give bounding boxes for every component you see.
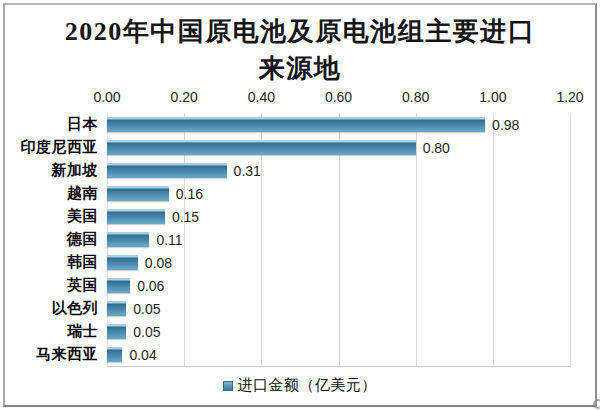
bar (107, 186, 169, 201)
bar-track: 0.31 (107, 163, 570, 178)
bar (107, 232, 149, 247)
bar (107, 324, 126, 339)
bar-track: 0.80 (107, 140, 570, 155)
bar-track: 0.11 (107, 232, 570, 247)
bar-track: 0.06 (107, 278, 570, 293)
x-axis-tick-label: 0.60 (317, 89, 361, 105)
bar-row: 马来西亚 0.04 (0, 343, 600, 366)
x-axis-tick-label: 1.00 (471, 89, 515, 105)
x-axis-tick-label: 0.20 (162, 89, 206, 105)
bar-value-label: 0.80 (423, 140, 450, 156)
bar-row: 德国 0.11 (0, 228, 600, 251)
bar (107, 163, 227, 178)
bar-track: 0.08 (107, 255, 570, 270)
bar-row: 美国 0.15 (0, 205, 600, 228)
category-label: 印度尼西亚 (0, 138, 107, 157)
bar-value-label: 0.05 (133, 324, 160, 340)
chart-title-line2: 来源地 (0, 50, 600, 87)
bar-row: 印度尼西亚 0.80 (0, 136, 600, 159)
bar-track: 0.05 (107, 301, 570, 316)
bar-value-label: 0.16 (176, 186, 203, 202)
bar (107, 209, 165, 224)
x-axis-tick-label: 0.80 (394, 89, 438, 105)
bar-value-label: 0.08 (145, 255, 172, 271)
category-label: 日本 (0, 115, 107, 134)
bar-row: 越南 0.16 (0, 182, 600, 205)
bar (107, 278, 130, 293)
legend: 进口金额（亿美元） (0, 376, 600, 395)
category-label: 瑞士 (0, 322, 107, 341)
bar-track: 0.05 (107, 324, 570, 339)
bar-row: 新加坡 0.31 (0, 159, 600, 182)
bar (107, 117, 485, 132)
bar-track: 0.04 (107, 347, 570, 362)
bar-row: 瑞士 0.05 (0, 320, 600, 343)
category-label: 韩国 (0, 253, 107, 272)
bar-value-label: 0.11 (156, 232, 182, 248)
bar-row: 韩国 0.08 (0, 251, 600, 274)
chart-image: 2020年中国原电池及原电池组主要进口 来源地 0.00 0.20 0.40 0.60… (0, 0, 600, 410)
bar-track: 0.15 (107, 209, 570, 224)
chart-title-line1: 2020年中国原电池及原电池组主要进口 (0, 13, 600, 50)
category-label: 美国 (0, 207, 107, 226)
category-label: 英国 (0, 276, 107, 295)
category-label: 新加坡 (0, 161, 107, 180)
plot-bottom-border (107, 366, 571, 367)
bar-value-label: 0.15 (172, 209, 199, 225)
category-label: 马来西亚 (0, 345, 107, 364)
bar-track: 0.98 (107, 117, 570, 132)
bar-row: 英国 0.06 (0, 274, 600, 297)
legend-label: 进口金额（亿美元） (237, 376, 377, 395)
bar (107, 255, 138, 270)
category-label: 以色列 (0, 299, 107, 318)
bar-track: 0.16 (107, 186, 570, 201)
bar-value-label: 0.06 (137, 278, 164, 294)
watermark-fragment (593, 399, 600, 409)
bar (107, 347, 122, 362)
category-label: 越南 (0, 184, 107, 203)
legend-marker-icon (223, 381, 233, 391)
bar-value-label: 0.31 (234, 163, 261, 179)
bar (107, 140, 416, 155)
x-axis-tick-label: 1.20 (548, 89, 592, 105)
x-axis-tick-label: 0.00 (85, 89, 129, 105)
bar-value-label: 0.04 (129, 347, 156, 363)
bar-value-label: 0.98 (492, 117, 519, 133)
bar (107, 301, 126, 316)
x-axis-tick-label: 0.40 (239, 89, 283, 105)
bar-row: 日本 0.98 (0, 113, 600, 136)
chart-title: 2020年中国原电池及原电池组主要进口 来源地 (0, 13, 600, 87)
bar-row: 以色列 0.05 (0, 297, 600, 320)
bar-value-label: 0.05 (133, 301, 160, 317)
category-label: 德国 (0, 230, 107, 249)
